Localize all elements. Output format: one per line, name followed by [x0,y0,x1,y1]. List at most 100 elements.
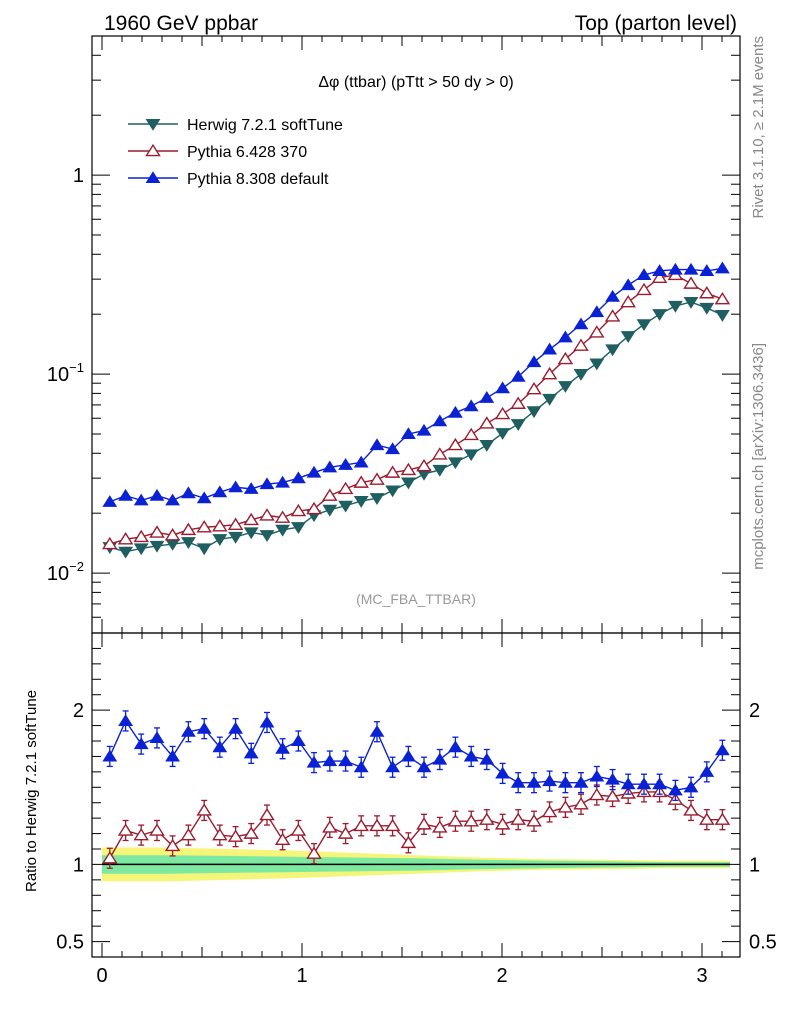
data-point [432,447,448,460]
data-point [541,804,558,818]
data-point [274,832,291,845]
legend-label: Pythia 6.428 370 [187,144,307,161]
data-point [510,369,526,382]
data-point [620,278,636,291]
data-point [667,300,683,313]
data-point [385,442,401,455]
data-point [447,437,464,451]
data-point [699,302,715,315]
data-point [353,818,369,832]
data-point [149,525,165,538]
data-point [432,414,448,427]
data-point [400,835,417,849]
analysis-watermark: (MC_FBA_TTBAR) [356,591,476,607]
data-point [212,827,228,841]
data-point [400,749,416,762]
data-point [369,493,385,505]
data-point [620,777,636,790]
data-point [494,817,511,830]
series-pythia-6-428-370 [102,267,731,550]
data-point [243,482,259,494]
data-point [699,812,715,825]
data-point [306,846,322,859]
data-point [714,261,730,274]
data-point [369,724,385,737]
data-point [275,475,291,488]
data-point [495,428,511,440]
data-point [259,530,275,543]
data-point [385,760,401,773]
data-point [479,812,495,825]
data-point [620,294,636,308]
data-point [117,532,134,545]
data-point [400,462,417,476]
data-point [196,543,212,556]
data-point [542,774,558,787]
data-point [479,391,495,403]
data-point [338,754,354,767]
lower-y-ticks [92,632,740,943]
data-point [369,472,385,485]
x-tick-label: 1 [296,965,307,987]
lower-panel: 0.5 0.5 1 1 2 2 Ratio to Herwig 7.2.1 softTun… [23,632,777,958]
data-point [699,765,715,777]
legend-marker [145,143,161,157]
data-point [651,270,668,283]
data-point [322,488,338,501]
data-point [180,486,196,499]
data-point [227,517,244,530]
data-point [463,749,479,762]
data-point [259,715,275,728]
lower-series-layer [102,710,731,869]
data-point [243,826,259,839]
legend: Herwig 7.2.1 softTune Pythia 6.428 370 Pyt… [128,117,343,188]
y-tick-label-right: 2 [749,700,760,722]
data-point [337,481,354,495]
data-point [259,477,275,490]
data-point [196,520,212,533]
data-point [133,493,149,506]
data-point [212,534,228,547]
data-point [526,814,542,827]
data-point [243,512,259,526]
data-point [290,734,306,747]
y-tick-label: 1 [73,854,84,876]
data-point [526,406,542,419]
data-point [102,495,118,507]
data-point [338,458,354,470]
data-point [227,829,244,842]
upper-series-layer [102,261,731,559]
data-point [699,264,715,276]
data-point [243,527,259,540]
data-point [149,823,165,836]
data-point [353,760,369,773]
data-point [416,458,432,472]
data-point [149,731,165,743]
plot-title: Δφ (ttbar) (pTtt > 50 dy > 0) [318,74,513,91]
legend-label: Pythia 8.308 default [187,171,329,188]
data-point [369,818,385,832]
data-point [573,797,589,810]
x-axis: 0 1 2 3 [96,36,723,987]
data-point [290,823,307,836]
data-point [432,752,448,765]
data-point [212,519,228,532]
uncertainty-band [102,847,730,882]
series-line [109,791,723,859]
series-line [109,719,723,792]
data-point [495,381,511,394]
data-point [275,524,291,537]
data-point [165,493,181,506]
y-tick-label: 1 [73,165,84,187]
data-point [353,455,369,468]
data-point [243,746,259,759]
data-point [306,501,322,515]
lower-y-tick-labels: 0.5 0.5 1 1 2 2 [56,700,777,953]
data-point [557,800,574,813]
data-point [510,812,526,825]
data-point [196,803,212,816]
data-point [306,465,322,478]
data-point [636,282,652,296]
data-point [573,317,589,330]
